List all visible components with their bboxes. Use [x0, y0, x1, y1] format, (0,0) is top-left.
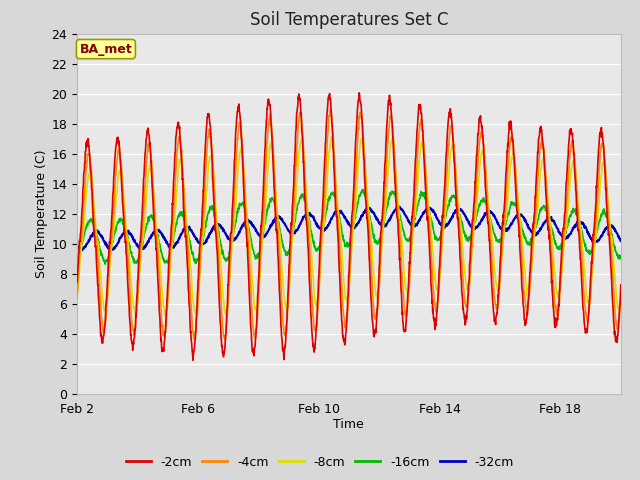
- Legend: -2cm, -4cm, -8cm, -16cm, -32cm: -2cm, -4cm, -8cm, -16cm, -32cm: [121, 451, 519, 474]
- Y-axis label: Soil Temperature (C): Soil Temperature (C): [35, 149, 49, 278]
- Title: Soil Temperatures Set C: Soil Temperatures Set C: [250, 11, 448, 29]
- X-axis label: Time: Time: [333, 418, 364, 431]
- Text: BA_met: BA_met: [79, 43, 132, 56]
